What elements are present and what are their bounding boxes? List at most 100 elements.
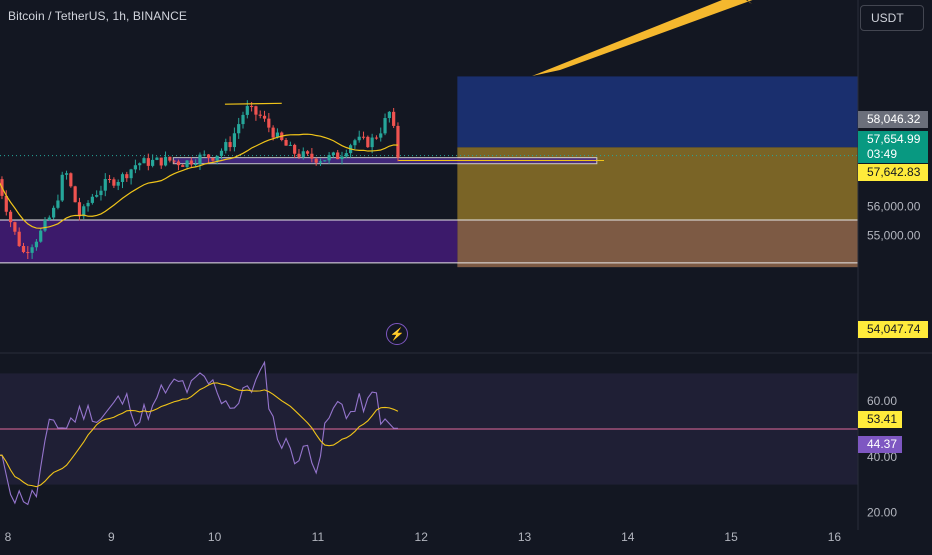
candle-body bbox=[301, 151, 305, 158]
candle bbox=[21, 242, 26, 254]
candle-body bbox=[21, 245, 26, 253]
candle-body bbox=[155, 157, 159, 160]
zone-blue bbox=[457, 76, 858, 148]
x-tick-label: 10 bbox=[208, 530, 222, 544]
candle bbox=[232, 127, 236, 152]
candle-body bbox=[82, 206, 86, 217]
candle bbox=[224, 138, 228, 154]
candle bbox=[103, 173, 107, 197]
candle-body bbox=[224, 142, 228, 151]
arrow-annotation bbox=[532, 0, 753, 76]
rsi-line bbox=[0, 360, 398, 506]
candle bbox=[387, 111, 391, 123]
candle-body bbox=[275, 132, 280, 138]
candle-body bbox=[73, 186, 77, 203]
chart-title: Bitcoin / TetherUS, 1h, BINANCE bbox=[8, 9, 187, 23]
candle bbox=[77, 197, 82, 221]
candle bbox=[172, 160, 176, 164]
top-horizontal-line bbox=[224, 102, 282, 105]
candle bbox=[168, 156, 172, 163]
candle-body bbox=[206, 154, 211, 159]
candle bbox=[258, 110, 262, 119]
candle-body bbox=[211, 158, 215, 161]
candle bbox=[370, 133, 374, 154]
candle bbox=[95, 190, 99, 198]
candle bbox=[396, 122, 400, 162]
candle bbox=[245, 100, 249, 119]
candle bbox=[379, 127, 383, 142]
candle-body bbox=[26, 252, 30, 254]
candle bbox=[361, 131, 366, 140]
x-tick-label: 12 bbox=[415, 530, 429, 544]
candle-body bbox=[379, 133, 383, 138]
candle bbox=[310, 148, 314, 163]
x-tick-label: 16 bbox=[828, 530, 842, 544]
candle-body bbox=[17, 231, 21, 246]
candle-body bbox=[202, 154, 206, 156]
candle bbox=[138, 162, 142, 171]
candle bbox=[142, 156, 146, 164]
candle-body bbox=[8, 211, 13, 223]
candle bbox=[293, 143, 297, 158]
candle bbox=[353, 138, 357, 150]
candle bbox=[112, 177, 116, 188]
candle-body bbox=[237, 124, 241, 134]
candle-body bbox=[60, 174, 64, 201]
candle-body bbox=[370, 137, 374, 148]
moving-average-line bbox=[0, 133, 398, 229]
price-label: 54,047.74 bbox=[858, 321, 928, 338]
x-tick-label: 8 bbox=[5, 530, 12, 544]
candle-body bbox=[39, 230, 43, 242]
candle bbox=[8, 209, 13, 228]
price-label: 58,046.32 bbox=[858, 111, 928, 128]
candle-body bbox=[336, 152, 340, 160]
candle-body bbox=[159, 157, 163, 166]
candle-body bbox=[374, 137, 379, 139]
candle-body bbox=[219, 150, 224, 156]
candle-body bbox=[172, 160, 176, 162]
candle bbox=[219, 148, 224, 160]
candle-body bbox=[146, 158, 150, 166]
candle-body bbox=[323, 160, 327, 162]
candle-body bbox=[86, 202, 90, 207]
candle-body bbox=[13, 222, 17, 232]
candle-body bbox=[133, 165, 138, 170]
candle bbox=[194, 159, 198, 168]
candle-body bbox=[142, 158, 146, 164]
candle-body bbox=[262, 115, 267, 119]
candle-body bbox=[344, 153, 348, 157]
candle bbox=[305, 150, 310, 156]
candle bbox=[314, 157, 318, 166]
rsi-tick-label: 40.00 bbox=[867, 450, 897, 464]
candle-body bbox=[357, 136, 361, 141]
candle-body bbox=[310, 153, 314, 159]
lightning-bolt-icon[interactable]: ⚡ bbox=[386, 323, 408, 345]
x-tick-label: 15 bbox=[724, 530, 738, 544]
candle-body bbox=[258, 114, 262, 116]
candle bbox=[374, 135, 379, 140]
candle-body bbox=[232, 133, 236, 148]
candle bbox=[336, 149, 340, 160]
candle bbox=[185, 159, 189, 170]
zone-brown bbox=[457, 220, 858, 268]
candle bbox=[344, 149, 348, 159]
candle-body bbox=[271, 127, 275, 138]
currency-button[interactable]: USDT bbox=[860, 5, 924, 31]
candle-body bbox=[107, 179, 112, 181]
candle-body bbox=[43, 219, 47, 231]
y-tick-label: 55,000.00 bbox=[867, 228, 921, 242]
rsi-value-label: 44.37 bbox=[858, 436, 902, 453]
candle-body bbox=[327, 155, 331, 161]
candle bbox=[301, 147, 305, 160]
candle-body bbox=[120, 174, 125, 182]
candle-body bbox=[383, 118, 387, 134]
price-label-value: 57,654.99 bbox=[867, 132, 921, 146]
candle bbox=[151, 154, 155, 168]
candle bbox=[116, 179, 120, 191]
candle bbox=[392, 107, 396, 129]
candle-body bbox=[340, 156, 344, 160]
candle-body bbox=[47, 217, 51, 220]
candle bbox=[271, 125, 275, 141]
